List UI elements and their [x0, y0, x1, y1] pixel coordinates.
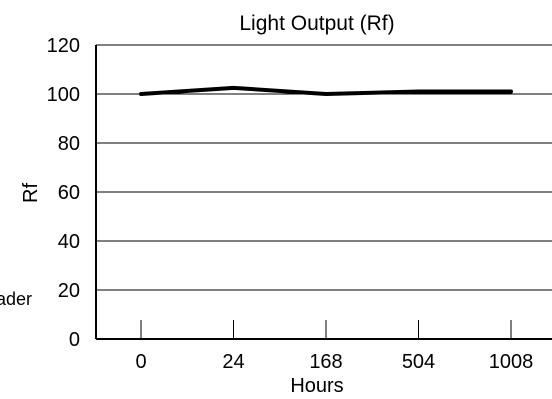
x-tick-label-168: 168	[309, 351, 342, 373]
x-tick-label-504: 504	[402, 351, 435, 373]
x-tick-label-1008: 1008	[489, 351, 534, 373]
x-axis-label: Hours	[290, 375, 343, 397]
y-tick-label-100: 100	[47, 84, 80, 106]
x-tick-label-0: 0	[135, 351, 146, 373]
x-tick-label-24: 24	[222, 351, 244, 373]
y-tick-label-80: 80	[58, 133, 80, 155]
y-tick-label-60: 60	[58, 182, 80, 204]
y-tick-label-0: 0	[69, 329, 80, 351]
x-tick-labels: 0 24 168 504 1008	[135, 351, 533, 373]
y-tick-label-120: 120	[47, 35, 80, 57]
chart-title: Light Output (Rf)	[239, 12, 394, 35]
y-axis-label: Rf	[20, 183, 42, 203]
grid-layer	[96, 44, 552, 339]
y-tick-labels: 0 20 40 60 80 100 120	[47, 35, 80, 351]
series-line-rf	[139, 85, 513, 96]
y-tick-label-40: 40	[58, 231, 80, 253]
clipped-side-text: ader	[0, 289, 32, 309]
y-tick-label-20: 20	[58, 280, 80, 302]
